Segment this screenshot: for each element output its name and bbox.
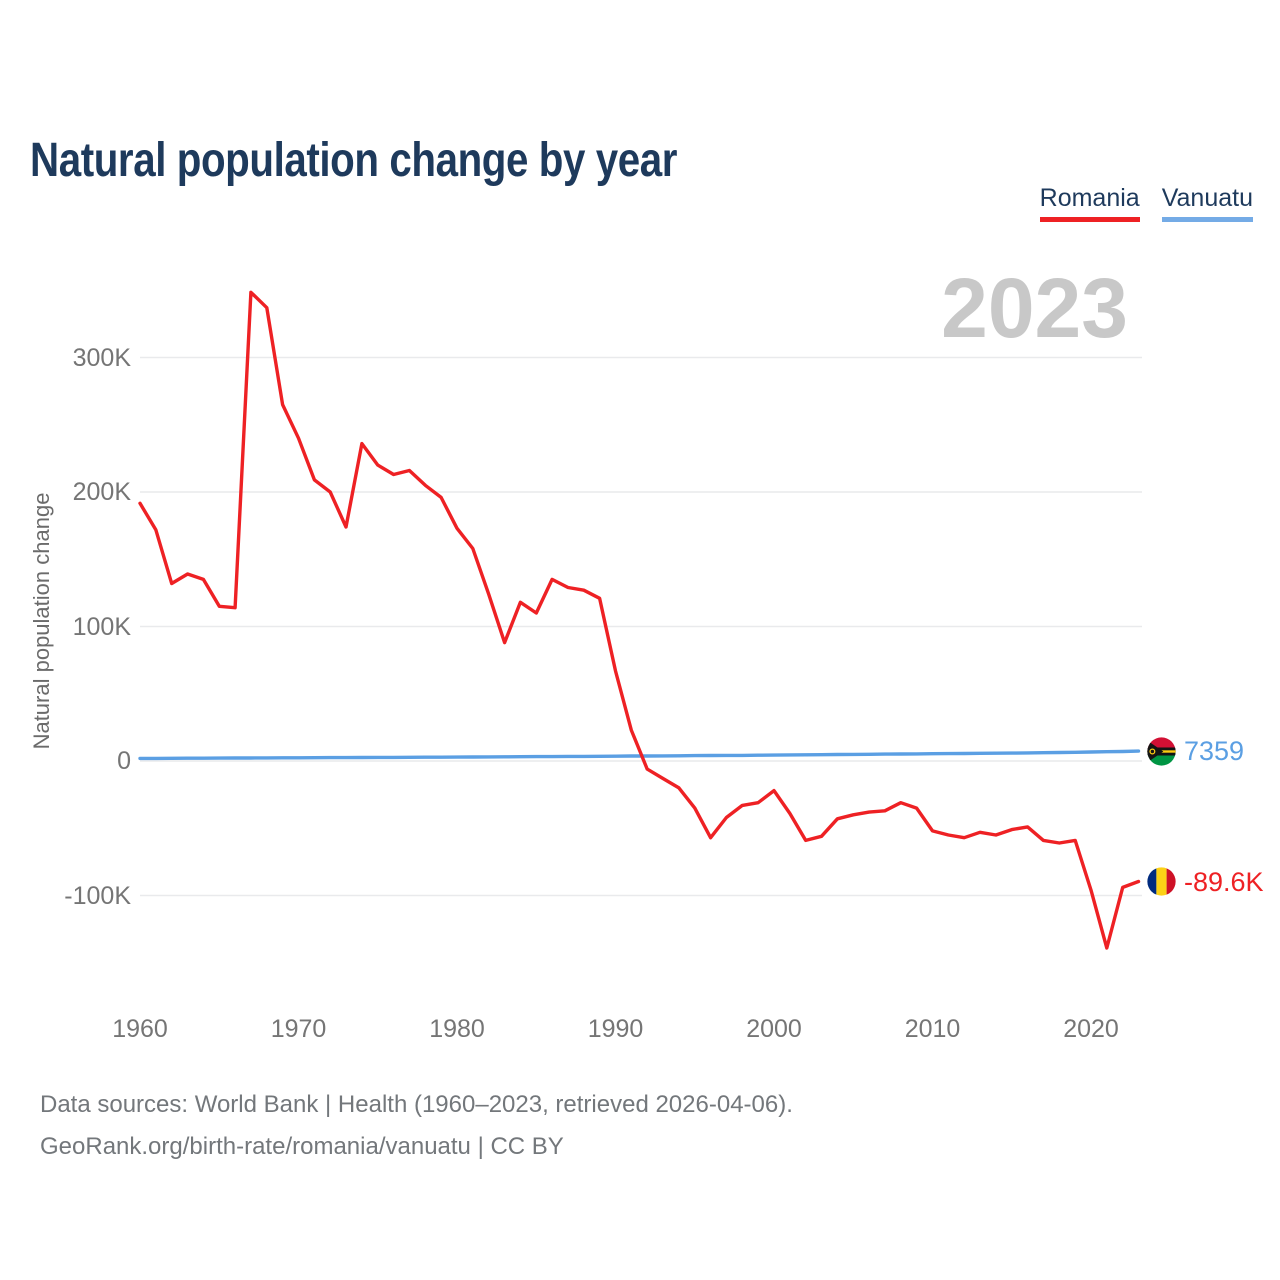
ytick-label: 0 (117, 747, 131, 775)
xtick-label: 1970 (270, 1015, 327, 1043)
legend-label-vanuatu: Vanuatu (1161, 184, 1253, 212)
romania-flag-icon (1147, 867, 1176, 896)
romania-end-value: -89.6K (1184, 866, 1264, 897)
legend-underline-vanuatu (1161, 216, 1253, 222)
ytick-label: -100K (64, 881, 131, 910)
ytick-label: 300K (72, 343, 131, 372)
page-title: Natural population change by year (30, 134, 678, 188)
xtick-label: 2000 (746, 1015, 802, 1043)
legend: Romania Vanuatu (1039, 184, 1253, 222)
xtick-label: 1990 (587, 1015, 644, 1043)
vanuatu-flag-icon (1147, 736, 1176, 766)
footer-attribution-line: GeoRank.org/birth-rate/romania/vanuatu |… (40, 1133, 564, 1160)
xtick-label: 2010 (904, 1015, 961, 1043)
xtick-label: 1960 (112, 1015, 168, 1043)
legend-label-romania: Romania (1039, 184, 1140, 212)
xtick-label: 2020 (1063, 1015, 1119, 1043)
ytick-label: 100K (72, 612, 131, 641)
xtick-label: 1980 (429, 1015, 485, 1043)
watermark-year: 2023 (941, 261, 1128, 355)
legend-item-vanuatu[interactable]: Vanuatu (1161, 184, 1253, 222)
ytick-label: 200K (72, 478, 131, 506)
legend-underline-romania (1039, 216, 1140, 222)
legend-item-romania[interactable]: Romania (1039, 184, 1140, 222)
vanuatu-end-value: 7359 (1184, 736, 1245, 767)
footer-source-line: Data sources: World Bank | Health (1960–… (40, 1091, 793, 1118)
